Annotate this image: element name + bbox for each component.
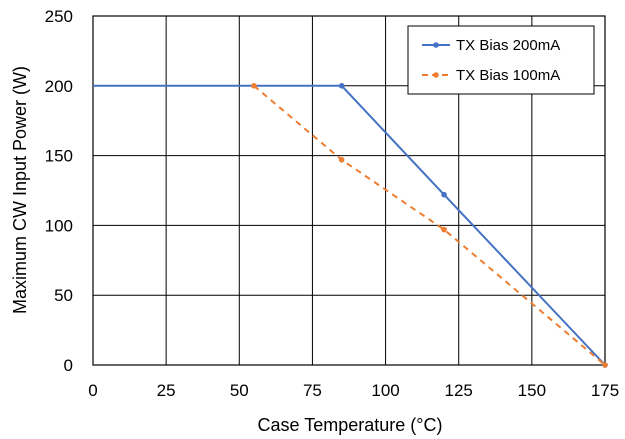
legend-marker-2: [433, 72, 439, 78]
y-axis-title: Maximum CW Input Power (W): [10, 66, 30, 314]
legend-label-2: TX Bias 100mA: [456, 67, 560, 84]
series-line-1: [93, 84, 606, 366]
tick-labels: 0 25 50 75 100 125 150 175 0 50 100 150 200 250: [45, 7, 620, 400]
y-tick-label-150: 150: [45, 147, 73, 166]
x-tick-label-0: 0: [88, 381, 97, 400]
x-tick-label-125: 125: [445, 381, 473, 400]
plot-border: [92, 15, 606, 366]
x-axis-title: Case Temperature (°C): [258, 415, 443, 435]
x-tick-label-50: 50: [230, 381, 249, 400]
x-tick-label-150: 150: [518, 381, 546, 400]
data-point-1-1: [338, 83, 345, 89]
x-tick-label-25: 25: [157, 381, 176, 400]
x-tick-label-100: 100: [371, 381, 399, 400]
series-line-2: [253, 85, 606, 366]
legend-box: [407, 25, 595, 95]
data-point-2-4: [602, 362, 608, 368]
y-tick-label-200: 200: [45, 77, 73, 96]
legend-label-1: TX Bias 200mA: [456, 37, 560, 54]
legend: TX Bias 200mA TX Bias 100mA: [407, 25, 595, 95]
y-tick-label-100: 100: [45, 216, 73, 235]
data-point-2-1: [251, 83, 257, 89]
data-point-2-3: [441, 226, 447, 233]
y-tick-label-250: 250: [45, 7, 73, 26]
data-point-2-2: [338, 156, 345, 163]
y-tick-label-0: 0: [64, 356, 73, 375]
y-tick-label-50: 50: [54, 286, 73, 305]
x-tick-label-175: 175: [591, 381, 619, 400]
data-point-1-2: [441, 191, 447, 198]
series-layer: [93, 83, 608, 368]
legend-marker-1: [433, 42, 439, 48]
x-tick-label-75: 75: [303, 381, 322, 400]
